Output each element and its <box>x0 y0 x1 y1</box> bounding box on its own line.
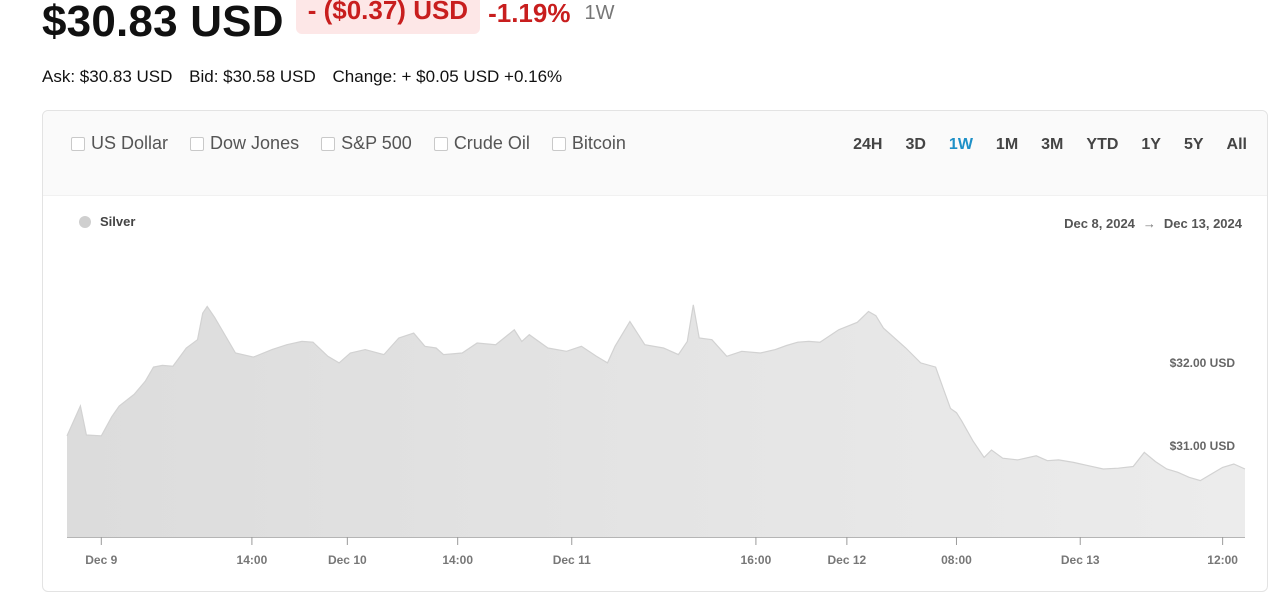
compare-label: Dow Jones <box>210 133 300 153</box>
x-tick-label: 14:00 <box>442 553 473 567</box>
x-tick-label: 12:00 <box>1207 553 1238 567</box>
x-tick-label: Dec 12 <box>828 553 867 567</box>
range-1y[interactable]: 1Y <box>1141 136 1161 153</box>
compare-label: S&P 500 <box>341 133 412 153</box>
checkbox-icon[interactable] <box>433 136 448 151</box>
range-3m[interactable]: 3M <box>1041 136 1064 153</box>
range-ytd[interactable]: YTD <box>1086 136 1119 153</box>
compare-dow-jones[interactable]: Dow Jones <box>190 133 299 154</box>
range-1m[interactable]: 1M <box>995 136 1019 153</box>
range-1w[interactable]: 1W <box>948 136 973 153</box>
checkbox-icon[interactable] <box>71 136 85 151</box>
day-change: Change: + $0.05 USD +0.16% <box>332 67 563 86</box>
bid-price: Bid: $30.58 USD <box>189 67 316 86</box>
y-tick-label: $31.00 USD <box>1170 439 1236 453</box>
current-price: $30.83 USD <box>42 0 284 46</box>
change-badge: - ($0.37) USD <box>295 0 481 34</box>
range-all[interactable]: All <box>1226 136 1247 153</box>
compare-label: Crude Oil <box>453 133 530 153</box>
chart-panel: US Dollar Dow Jones S&P 500 Crude Oil Bi… <box>42 110 1268 592</box>
date-range-end: Dec 13, 2024 <box>1163 216 1242 231</box>
range-24h[interactable]: 24H <box>853 136 883 153</box>
arrow-right-icon: → <box>1142 216 1156 231</box>
time-range-selector: 24H 3D 1W 1M 3M YTD 1Y 5Y All <box>830 136 1247 154</box>
legend-label: Silver <box>100 214 136 229</box>
range-5y[interactable]: 5Y <box>1183 136 1204 153</box>
x-tick-label: 08:00 <box>941 553 972 567</box>
price-header: $30.83 USD - ($0.37) USD -1.19% 1W <box>42 0 614 50</box>
x-tick-label: 16:00 <box>741 553 772 567</box>
checkbox-icon[interactable] <box>190 136 205 151</box>
price-chart[interactable]: Dec 9 14:00 Dec 10 14:00 Dec 11 16:00 Dec 12 08… <box>43 111 1267 591</box>
compare-label: Bitcoin <box>571 133 626 153</box>
chart-toolbar: US Dollar Dow Jones S&P 500 Crude Oil Bi… <box>43 111 1267 196</box>
quote-line: Ask: $30.83 USD Bid: $30.58 USD Change: … <box>42 67 574 87</box>
compare-us-dollar[interactable]: US Dollar <box>71 133 168 154</box>
legend-dot-icon <box>79 215 91 228</box>
chart-legend[interactable]: Silver <box>79 214 135 229</box>
x-tick-label: Dec 9 <box>85 553 117 567</box>
range-3d[interactable]: 3D <box>905 136 926 153</box>
change-percent: -1.19% <box>488 0 571 28</box>
x-tick-label: Dec 11 <box>553 553 591 567</box>
date-range: Dec 8, 2024 → Dec 13, 2024 <box>1064 216 1242 231</box>
x-tick-label: 14:00 <box>237 553 268 567</box>
silver-line <box>66 304 1246 482</box>
checkbox-icon[interactable] <box>321 136 336 151</box>
date-range-start: Dec 8, 2024 <box>1064 216 1135 231</box>
silver-area <box>67 304 1245 537</box>
compare-sp-500[interactable]: S&P 500 <box>321 133 412 154</box>
y-tick-label: $32.00 USD <box>1170 356 1236 370</box>
checkbox-icon[interactable] <box>551 136 566 151</box>
compare-bitcoin[interactable]: Bitcoin <box>551 133 626 154</box>
compare-options: US Dollar Dow Jones S&P 500 Crude Oil Bi… <box>71 133 648 154</box>
compare-label: US Dollar <box>91 133 169 153</box>
x-tick-label: Dec 10 <box>328 553 367 567</box>
period-label: 1W <box>584 1 615 24</box>
compare-crude-oil[interactable]: Crude Oil <box>433 133 530 154</box>
x-tick-label: Dec 13 <box>1061 553 1100 567</box>
ask-price: Ask: $30.83 USD <box>42 67 173 86</box>
